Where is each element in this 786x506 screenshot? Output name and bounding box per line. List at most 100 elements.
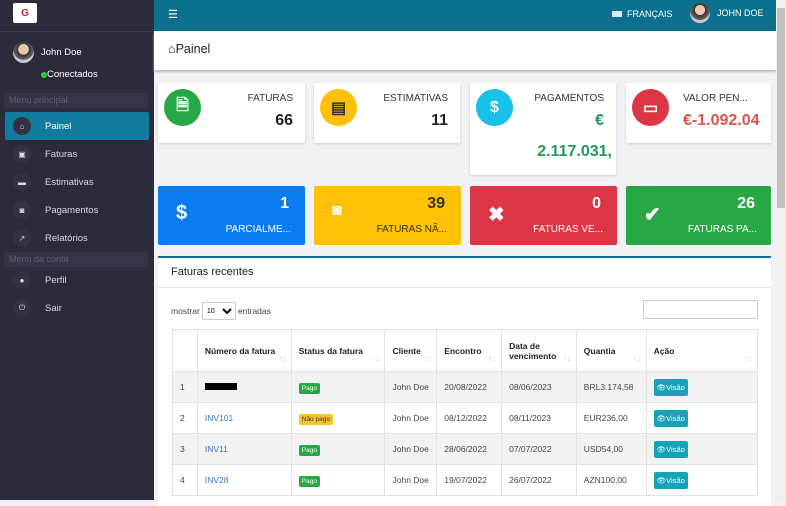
view-label: Visão [666, 444, 685, 454]
times-icon: ✖ [488, 204, 505, 226]
column-header[interactable]: Encontro ↑↓ [436, 329, 503, 372]
box-faturas-vencidas[interactable]: ✖ 0 FATURAS VE... [470, 186, 617, 245]
sort-icon[interactable]: ↑↓ [424, 356, 432, 363]
column-header[interactable]: Cliente ↑↓ [384, 329, 438, 372]
search-input[interactable] [643, 300, 758, 319]
sidebar-item-faturas[interactable]: ▣ Faturas [5, 140, 149, 168]
sidebar-item-perfil[interactable]: ● Perfil [5, 266, 149, 294]
online-status: Conectados [41, 69, 98, 80]
logo[interactable]: G [13, 3, 37, 23]
eye-icon: 👁 [656, 413, 667, 423]
stat-faturas[interactable]: 🗎 FATURAS 66 [158, 83, 305, 143]
menu-toggle-icon[interactable]: ☰ [168, 9, 178, 21]
column-header[interactable]: Ação ↑↓ [645, 329, 759, 372]
sidebar-item-estimativas[interactable]: ▬ Estimativas [5, 168, 149, 196]
date-cell: 20/08/2022 [436, 371, 503, 403]
stat-pagamentos[interactable]: $ PAGAMENTOS €2.117.031, [470, 83, 616, 175]
user-name: John Doe [41, 47, 82, 58]
box-label: FATURAS PA... [687, 224, 757, 235]
column-header[interactable]: Data de vencimento ↑↓ [501, 329, 577, 372]
online-dot-icon [41, 71, 47, 78]
show-label: mostrar [171, 306, 200, 316]
stat-estimativas[interactable]: ▤ ESTIMATIVAS 11 [314, 83, 460, 143]
row-number: 2 [172, 402, 198, 434]
status-cell: Pago [290, 464, 386, 496]
sidebar-item-painel[interactable]: ⌂ Painel [5, 112, 149, 140]
sidebar-item-label: Perfil [45, 274, 67, 286]
amount-cell: USD54,00 [575, 433, 647, 465]
stat-value: €-1.092.04 [683, 112, 760, 129]
view-label: Visão [666, 382, 685, 392]
table-row: 3 INV11 Pago John Doe 28/06/2022 07/07/2022 US… [172, 433, 759, 465]
avatar [690, 3, 710, 23]
date-cell: 28/06/2022 [436, 433, 503, 465]
home-icon: ⌂ [13, 117, 31, 135]
invoice-number-cell [196, 371, 292, 403]
box-faturas-pagas[interactable]: ✔ 26 FATURAS PA... [626, 186, 771, 245]
invoice-link[interactable]: INV101 [204, 413, 234, 423]
due-date-cell: 26/07/2022 [501, 464, 577, 496]
table-row: 2 INV101 Não pago John Doe 08/12/2022 08/11/2… [172, 402, 759, 434]
client-cell: John Doe [384, 433, 438, 465]
client-cell: John Doe [384, 464, 438, 496]
amount-cell: BRL3.174,58 [575, 371, 647, 403]
page-size-select[interactable]: 10 [201, 302, 236, 320]
view-button[interactable]: 👁Visão [653, 409, 688, 427]
recent-invoices-panel: Faturas recentes mostrar 10 entradas Númer… [158, 256, 771, 506]
sort-icon[interactable]: ↑↓ [745, 356, 752, 363]
panel-title: Faturas recentes [171, 266, 254, 278]
due-date-cell: 08/06/2023 [501, 371, 577, 403]
section-account: Menu da conta [4, 252, 148, 267]
action-cell: 👁Visão [645, 464, 759, 496]
page-length-control: mostrar 10 entradas [171, 302, 271, 320]
column-label: Número da fatura [204, 345, 276, 356]
column-header[interactable]: Número da fatura ↑↓ [196, 329, 292, 372]
box-label: FATURAS VE... [533, 224, 603, 235]
view-button[interactable]: 👁Visão [653, 378, 688, 396]
view-button[interactable]: 👁Visão [653, 440, 688, 458]
sort-icon[interactable]: ↑↓ [489, 356, 497, 363]
status-cell: Pago [290, 371, 386, 403]
eye-icon: 👁 [656, 444, 667, 454]
due-date-cell: 08/11/2023 [501, 402, 577, 434]
sidebar-item-sair[interactable]: ⏻ Sair [5, 294, 149, 322]
divider [158, 287, 771, 288]
money-icon: ◙ [13, 201, 31, 219]
status-cell: Não pago [290, 402, 386, 434]
scrollbar-thumb[interactable] [777, 8, 785, 208]
sort-icon[interactable]: ↑↓ [372, 356, 380, 363]
column-header[interactable]: Quantia ↑↓ [575, 329, 647, 372]
language-label: FRANÇAIS [627, 9, 673, 19]
invoice-link[interactable]: INV11 [204, 444, 228, 454]
view-button[interactable]: 👁Visão [653, 471, 688, 489]
divider [0, 31, 154, 32]
box-parcialmente[interactable]: $1 PARCIALME... [158, 186, 305, 245]
page-title: ⌂Painel [168, 42, 211, 56]
invoice-link[interactable]: INV28 [204, 475, 229, 485]
box-faturas-nao-pagas[interactable]: ◙ 39 FATURAS NÃ... [314, 186, 461, 245]
sort-icon[interactable]: ↑↓ [563, 356, 571, 363]
column-header[interactable]: Status da fatura ↑↓ [290, 329, 386, 372]
invoice-number-cell: INV11 [196, 433, 292, 465]
action-cell: 👁Visão [645, 371, 759, 403]
language-selector[interactable]: FRANÇAIS [612, 9, 673, 19]
action-cell: 👁Visão [645, 402, 759, 434]
sidebar-item-pagamentos[interactable]: ◙ Pagamentos [5, 196, 149, 224]
user-menu[interactable]: JOHN DOE [690, 3, 764, 23]
sidebar-item-label: Estimativas [45, 176, 94, 188]
client-cell: John Doe [384, 371, 438, 403]
column-header[interactable] [172, 329, 198, 372]
due-date-cell: 07/07/2022 [501, 433, 577, 465]
user-menu-label: JOHN DOE [717, 8, 764, 18]
sort-icon[interactable]: ↑↓ [278, 356, 286, 363]
column-label: Quantia [583, 345, 616, 356]
scrollbar[interactable] [776, 0, 786, 500]
date-cell: 19/07/2022 [436, 464, 503, 496]
file-pdf-icon: ▣ [13, 145, 31, 163]
sidebar-item-relatorios[interactable]: ↗ Relatórios [5, 224, 149, 252]
sort-icon[interactable]: ↑↓ [633, 356, 641, 363]
invoice-number-cell: INV28 [196, 464, 292, 496]
eye-icon: 👁 [656, 382, 667, 392]
stat-valor-pendente[interactable]: ▭ VALOR PEN... €-1.092.04 [626, 83, 771, 143]
topbar: ☰ FRANÇAIS JOHN DOE [154, 0, 776, 31]
